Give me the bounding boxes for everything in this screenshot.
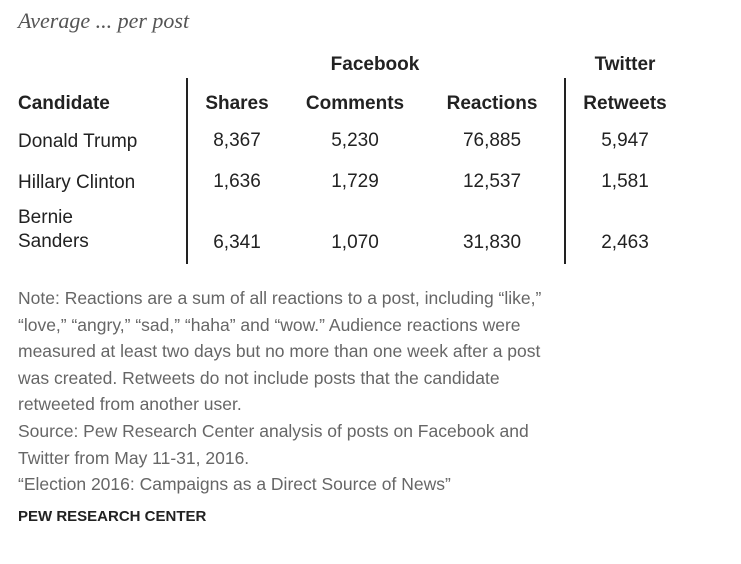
brand: PEW RESEARCH CENTER (18, 508, 207, 525)
value-cell: 6,341 (213, 232, 261, 253)
value-cell: 76,885 (462, 130, 522, 151)
divider (186, 78, 188, 264)
column-header: Retweets (583, 93, 667, 114)
group-header: Twitter (594, 54, 656, 75)
group-header: Facebook (330, 54, 420, 75)
column-header: Shares (205, 93, 269, 114)
value-cell: 5,947 (601, 130, 649, 151)
note-line: measured at least two days but no more t… (18, 341, 541, 362)
value-cell: 1,581 (601, 171, 649, 192)
column-header: Candidate (18, 93, 110, 114)
value-cell: 8,367 (213, 130, 261, 151)
title: Average ... per post (18, 8, 190, 33)
value-cell: 1,729 (331, 171, 379, 192)
value-cell: 5,230 (331, 130, 379, 151)
value-cell: 1,070 (331, 232, 379, 253)
candidate-name: Bernie Sanders (18, 207, 89, 252)
candidate-name: Hillary Clinton (18, 172, 136, 193)
column-header: Reactions (446, 93, 538, 114)
note-line: Twitter from May 11-31, 2016. (18, 447, 250, 468)
note-line: Source: Pew Research Center analysis of … (18, 421, 529, 441)
note-line: was created. Retweets do not include pos… (18, 367, 500, 388)
note-line: Note: Reactions are a sum of all reactio… (18, 288, 542, 308)
value-cell: 31,830 (462, 232, 522, 253)
column-header: Comments (305, 93, 405, 114)
candidate-name: Donald Trump (18, 131, 138, 152)
value-cell: 2,463 (601, 232, 649, 253)
value-cell: 1,636 (213, 171, 261, 192)
divider (564, 78, 566, 264)
note-line: “love,” “angry,” “sad,” “haha” and “wow.… (18, 314, 521, 335)
note-line: retweeted from another user. (18, 394, 242, 415)
value-cell: 12,537 (462, 171, 522, 192)
note-line: “Election 2016: Campaigns as a Direct So… (18, 474, 451, 495)
